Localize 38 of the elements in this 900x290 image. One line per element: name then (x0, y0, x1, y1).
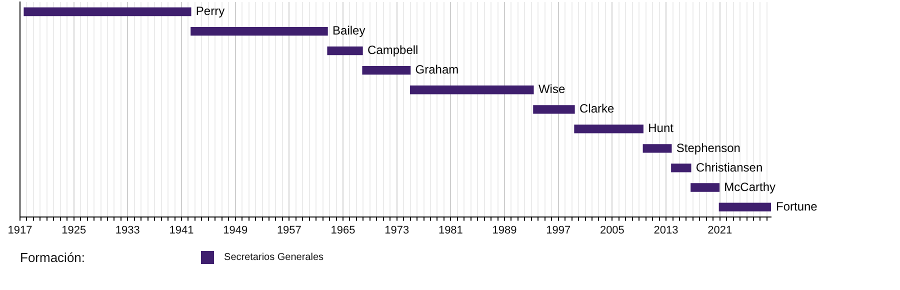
y-tick-label: Christiansen (696, 160, 763, 174)
y-tick-label: Bailey (332, 24, 366, 38)
y-tick-label: Campbell (368, 43, 418, 58)
x-tick-label: 1981 (438, 224, 463, 236)
x-tick-label: 1997 (546, 224, 571, 236)
bar (671, 164, 692, 172)
x-tick-label: 2021 (708, 224, 732, 236)
y-tick-label: Fortune (776, 199, 818, 214)
x-tick-label: 1925 (62, 224, 86, 236)
x-tick-label: 1965 (330, 224, 356, 236)
y-tick-label: Graham (415, 62, 459, 77)
bar (533, 105, 575, 114)
bar (718, 202, 771, 212)
bar (190, 26, 328, 36)
x-tick-label: 1973 (384, 224, 410, 236)
legend-title: Formación: (20, 250, 86, 265)
x-tick-label: 1933 (115, 224, 140, 236)
bar (327, 46, 363, 56)
bar (574, 124, 644, 134)
x-tick-label: 2013 (654, 224, 678, 236)
legend-label: Secretarios Generales (224, 252, 324, 263)
y-tick-label: Perry (196, 4, 225, 18)
x-tick-label: 1941 (169, 224, 194, 236)
x-tick-label: 1917 (8, 224, 32, 236)
y-tick-label: Stephenson (676, 140, 740, 155)
bar (690, 183, 720, 192)
x-tick-label: 1957 (276, 224, 302, 236)
x-tick-label: 2005 (600, 224, 624, 236)
y-tick-label: McCarthy (724, 180, 776, 194)
x-tick-label: 1989 (492, 224, 517, 236)
y-tick-label: Clarke (580, 102, 615, 116)
bar (362, 66, 411, 75)
bar (24, 7, 192, 16)
bar (410, 86, 534, 94)
bar (642, 144, 672, 153)
x-tick-label: 1949 (223, 224, 248, 236)
y-tick-label: Hunt (648, 121, 674, 136)
y-tick-label: Wise (538, 82, 566, 96)
